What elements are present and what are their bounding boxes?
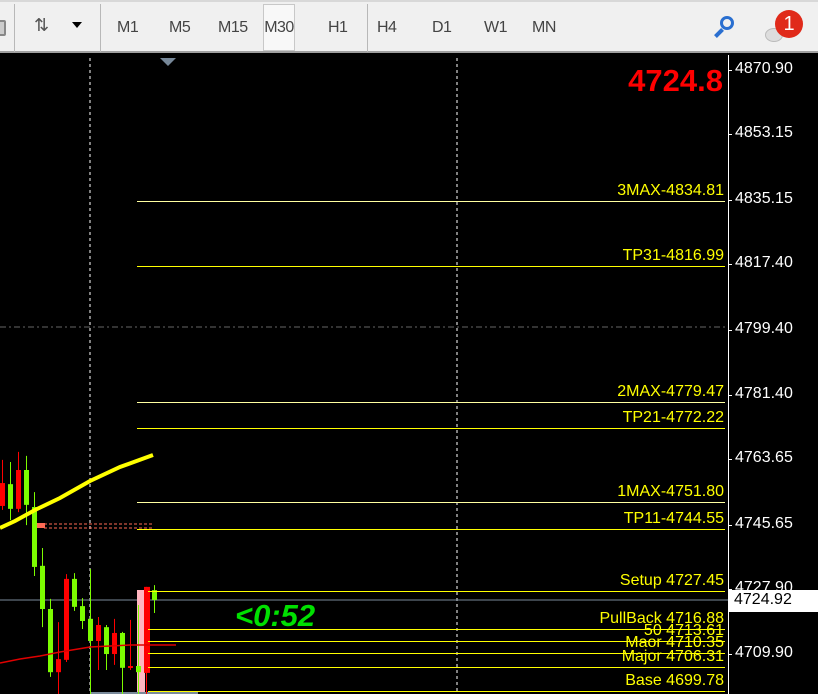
axis-tick (728, 654, 732, 656)
candle (64, 574, 69, 663)
level-label: 2MAX-4779.47 (617, 383, 724, 400)
axis-tick (728, 199, 732, 201)
tab-d1[interactable]: D1 (432, 19, 452, 36)
axis-label: 4763.65 (735, 449, 793, 467)
axis-tick (728, 70, 732, 71)
level-label: TP21-4772.22 (622, 409, 724, 426)
candle (48, 598, 53, 677)
notification-badge: 1 (775, 10, 803, 38)
candle (16, 451, 21, 513)
tab-m15[interactable]: M15 (218, 19, 248, 36)
candle-body (136, 666, 141, 673)
tab-h4[interactable]: H4 (377, 19, 397, 36)
candle (120, 631, 125, 694)
toolbar: ⇅ M1 M5 M15 M30 H1 H4 D1 W1 MN 1 (0, 0, 818, 53)
candle-body (24, 470, 29, 505)
axis-label: 4709.90 (735, 644, 793, 662)
candle (56, 622, 61, 694)
moving-average-yellow (0, 453, 154, 530)
candle-body (64, 578, 69, 660)
tab-mn[interactable]: MN (532, 19, 556, 36)
candle-body (8, 484, 13, 509)
tab-h1[interactable]: H1 (328, 19, 348, 36)
candle (32, 492, 37, 576)
panel-icon[interactable] (0, 20, 6, 36)
candle-body (112, 632, 117, 655)
candle (88, 569, 93, 694)
candle (104, 624, 109, 670)
candle-body (88, 618, 93, 641)
level-label: Setup 4727.45 (619, 572, 724, 589)
candle-body (128, 666, 133, 669)
level-label: Major 4706.31 (621, 648, 724, 665)
tab-m5[interactable]: M5 (169, 19, 191, 36)
candle (96, 617, 101, 670)
price-chart[interactable] (0, 55, 818, 694)
axis-label: 4781.40 (735, 384, 793, 402)
axis-tick (728, 134, 732, 136)
candle (8, 462, 13, 521)
axis-tick (728, 589, 732, 591)
bid-price-display: 4724.8 (628, 63, 723, 98)
axis-label: 4799.40 (735, 319, 793, 337)
tab-m1[interactable]: M1 (117, 19, 139, 36)
level-label: 3MAX-4834.81 (617, 182, 724, 199)
axis-tick (728, 264, 732, 266)
candle-body (32, 507, 37, 567)
level-label: TP31-4816.99 (622, 247, 724, 264)
axis-label: 4745.65 (735, 514, 793, 532)
candle (112, 618, 117, 665)
candle-body (120, 632, 125, 668)
candle-body (48, 609, 53, 673)
candle (136, 605, 141, 694)
candle-body (16, 470, 21, 509)
candle (152, 585, 157, 614)
price-axis-line (728, 55, 729, 694)
candle (80, 598, 85, 629)
axis-tick (728, 524, 732, 526)
axis-tick (728, 459, 732, 461)
candle-body (80, 606, 85, 621)
level-label: 1MAX-4751.80 (617, 483, 724, 500)
axis-tick (728, 394, 732, 396)
axis-label: 4835.15 (735, 189, 793, 207)
axis-label: 4870.90 (735, 60, 793, 77)
moving-average-red (0, 644, 176, 664)
candle-body (104, 627, 109, 655)
candle-body (96, 624, 101, 641)
candle (72, 573, 77, 611)
candle (40, 548, 45, 628)
level-label: Maor 4710.35 (625, 634, 724, 651)
order-marker (37, 523, 45, 528)
candle (0, 459, 5, 510)
axis-tick (728, 329, 732, 331)
candle-body (72, 578, 77, 607)
axis-label: 4853.15 (735, 124, 793, 142)
candle-body (40, 565, 45, 610)
chart-style-icon[interactable]: ⇅ (34, 15, 50, 35)
level-label: TP11-4744.55 (623, 510, 724, 527)
level-label: 50 4713.61 (643, 622, 724, 639)
axis-label: 4817.40 (735, 254, 793, 272)
tab-w1[interactable]: W1 (484, 19, 508, 36)
candle (144, 586, 150, 694)
scroll-marker-icon (160, 58, 176, 66)
candle-timer: <0:52 (235, 598, 316, 633)
dropdown-icon[interactable] (72, 22, 82, 28)
candle-body (0, 483, 5, 506)
current-price-box: 4724.92 (729, 590, 818, 612)
candle-body (56, 659, 61, 673)
tab-m30[interactable]: M30 (263, 4, 295, 51)
level-label: Base 4699.78 (625, 672, 724, 689)
current-bar-highlight (137, 590, 145, 694)
level-label: PullBack 4716.88 (599, 610, 724, 627)
candle-body (144, 586, 150, 673)
notification-icon[interactable]: 1 (763, 10, 813, 50)
search-icon[interactable] (712, 14, 738, 42)
candle-body (152, 590, 157, 600)
